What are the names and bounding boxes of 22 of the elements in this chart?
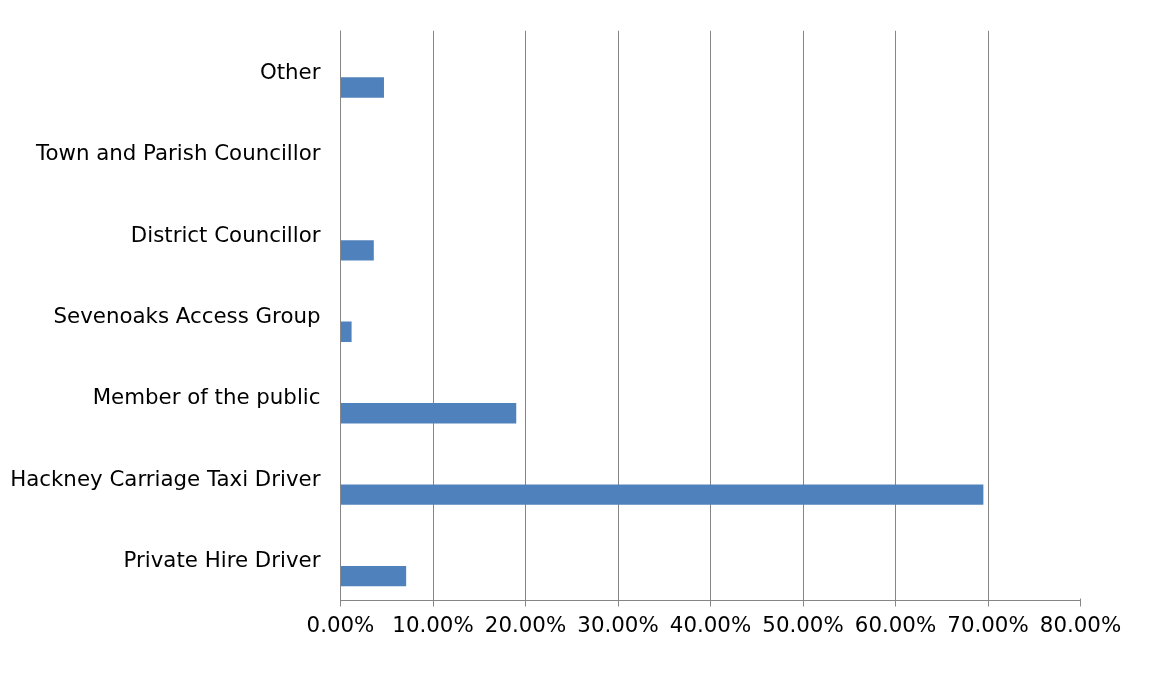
x-tick-label: 30.00% <box>577 611 659 637</box>
bar <box>340 321 352 342</box>
bar <box>340 240 374 261</box>
x-tick-label: 0.00% <box>306 611 375 637</box>
y-tick-label: Town and Parish Councillor <box>35 140 321 166</box>
y-tick-label: Sevenoaks Access Group <box>53 303 321 328</box>
bar <box>340 484 984 505</box>
x-tick-label: 70.00% <box>947 611 1029 637</box>
x-tick-label: 80.00% <box>1039 611 1122 637</box>
y-tick-label: District Councillor <box>130 221 321 247</box>
y-tick-label: Hackney Carriage Taxi Driver <box>10 465 321 491</box>
bar <box>340 77 384 98</box>
y-tick-label: Member of the public <box>92 384 321 410</box>
x-tick-label: 10.00% <box>392 611 474 637</box>
bar <box>340 565 407 587</box>
y-tick-label: Private Hire Driver <box>123 547 321 573</box>
x-tick-label: 60.00% <box>854 611 937 637</box>
x-tick-label: 50.00% <box>762 611 844 637</box>
bar <box>340 403 517 424</box>
y-tick-label: Other <box>259 58 321 84</box>
x-tick-label: 20.00% <box>484 611 567 637</box>
x-tick-label: 40.00% <box>669 611 752 637</box>
